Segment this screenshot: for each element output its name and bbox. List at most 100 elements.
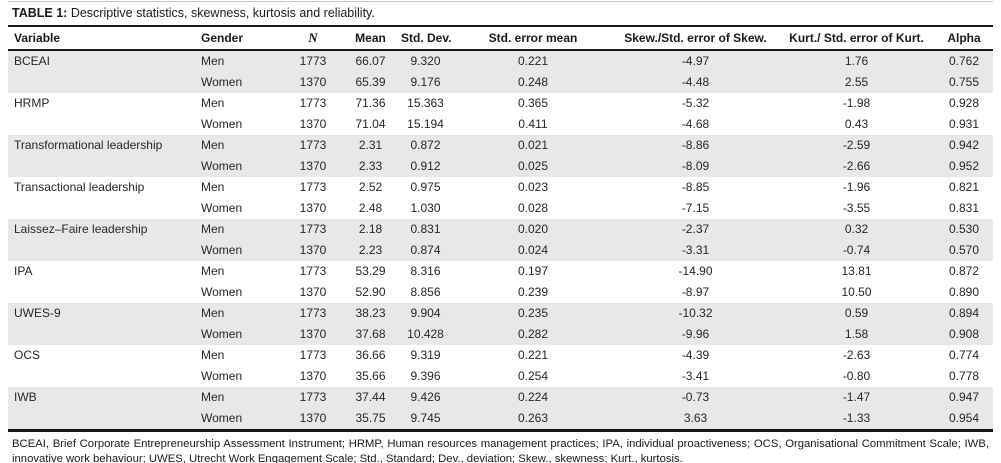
cell-std-dev: 0.872	[410, 138, 441, 153]
cell-std-error-mean: 0.025	[517, 159, 549, 174]
cell-gender: Women	[201, 285, 243, 300]
table-row: BCEAI Men 1773 66.07 9.320 0.221 -4.97 1.76 0.76…	[8, 49, 993, 72]
cell-n: 1370	[299, 159, 327, 174]
cell-gender: Men	[201, 348, 225, 363]
table-row: IWB Men 1773 37.44 9.426 0.224 -0.73 -1.47 0.947	[8, 386, 993, 408]
cell-n: 1370	[299, 117, 327, 132]
cell-variable	[8, 408, 198, 431]
cell-std-error-mean: 0.411	[518, 117, 548, 132]
cell-variable	[8, 198, 198, 219]
cell-gender: Women	[201, 75, 243, 90]
cell-std-dev: 9.745	[410, 411, 441, 426]
cell-variable	[8, 282, 198, 303]
header-variable: Variable	[8, 24, 198, 51]
cell-variable: BCEAI	[14, 54, 51, 69]
cell-skew-ratio: -9.96	[681, 327, 710, 342]
cell-kurt-ratio: -1.33	[842, 411, 871, 426]
cell-variable: Transactional leadership	[14, 180, 145, 195]
cell-mean: 37.44	[355, 390, 386, 405]
cell-gender: Women	[201, 159, 243, 174]
cell-std-dev: 0.831	[410, 222, 441, 237]
cell-n: 1370	[299, 327, 327, 342]
cell-alpha: 0.872	[948, 264, 980, 279]
cell-gender: Men	[201, 264, 225, 279]
cell-alpha: 0.928	[948, 96, 980, 111]
cell-kurt-ratio: -2.66	[842, 159, 871, 174]
cell-mean: 35.66	[355, 369, 386, 384]
cell-mean: 2.23	[358, 243, 383, 258]
cell-std-error-mean: 0.365	[517, 96, 549, 111]
cell-gender: Men	[201, 222, 225, 237]
cell-variable: OCS	[14, 348, 41, 363]
cell-alpha: 0.778	[948, 369, 980, 384]
cell-gender: Men	[201, 138, 225, 153]
cell-gender: Women	[201, 201, 243, 216]
cell-std-error-mean: 0.028	[517, 201, 549, 216]
table-footnote: BCEAI, Brief Corporate Entrepreneurship …	[12, 437, 989, 463]
table-body: BCEAI Men 1773 66.07 9.320 0.221 -4.97 1.76 0.76…	[8, 49, 993, 431]
cell-n: 1773	[299, 54, 327, 69]
table-row: Women 1370 71.04 15.194 0.411 -4.68 0.43 0.931	[8, 114, 993, 135]
cell-std-dev: 15.194	[407, 117, 444, 132]
cell-gender: Men	[201, 180, 225, 195]
cell-alpha: 0.954	[948, 411, 980, 426]
cell-kurt-ratio: 0.32	[844, 222, 869, 237]
descriptive-statistics-table: Variable Gender N Mean Std. Dev. Std. er…	[8, 24, 993, 432]
table-row: Women 1370 35.75 9.745 0.263 3.63 -1.33 0.954	[8, 407, 993, 431]
cell-std-dev: 10.428	[407, 327, 444, 342]
cell-mean: 66.07	[355, 54, 386, 69]
cell-gender: Men	[201, 390, 225, 405]
cell-kurt-ratio: 13.81	[841, 264, 872, 279]
cell-gender: Women	[201, 117, 243, 132]
cell-std-dev: 9.319	[410, 348, 441, 363]
cell-mean: 36.66	[355, 348, 386, 363]
cell-kurt-ratio: -2.63	[842, 348, 871, 363]
table-row: IPA Men 1773 53.29 8.316 0.197 -14.90 13.81 0.87…	[8, 261, 993, 282]
cell-mean: 2.31	[358, 138, 383, 153]
header-kurt-ratio: Kurt./ Std. error of Kurt.	[778, 24, 935, 51]
cell-variable	[8, 366, 198, 387]
header-mean: Mean	[343, 24, 398, 51]
cell-std-error-mean: 0.221	[517, 54, 549, 69]
cell-skew-ratio: -0.73	[681, 390, 710, 405]
cell-std-error-mean: 0.263	[517, 411, 549, 426]
cell-n: 1773	[299, 222, 327, 237]
table-row: OCS Men 1773 36.66 9.319 0.221 -4.39 -2.63 0.774	[8, 345, 993, 366]
cell-mean: 35.75	[355, 411, 386, 426]
cell-skew-ratio: -2.37	[681, 222, 710, 237]
cell-std-dev: 0.975	[410, 180, 441, 195]
cell-alpha: 0.931	[948, 117, 980, 132]
cell-std-error-mean: 0.197	[517, 264, 549, 279]
cell-std-dev: 9.396	[410, 369, 441, 384]
cell-skew-ratio: -3.41	[681, 369, 710, 384]
cell-n: 1370	[299, 411, 327, 426]
cell-skew-ratio: -4.97	[681, 54, 710, 69]
cell-n: 1370	[299, 369, 327, 384]
cell-gender: Women	[201, 243, 243, 258]
cell-std-dev: 0.912	[410, 159, 441, 174]
table-row: Women 1370 37.68 10.428 0.282 -9.96 1.58 0.908	[8, 323, 993, 345]
cell-skew-ratio: -3.31	[681, 243, 710, 258]
cell-n: 1773	[299, 390, 327, 405]
cell-skew-ratio: -8.97	[681, 285, 710, 300]
cell-std-error-mean: 0.224	[517, 390, 549, 405]
header-std-error-mean: Std. error mean	[453, 24, 613, 51]
table-row: Women 1370 35.66 9.396 0.254 -3.41 -0.80 0.778	[8, 366, 993, 387]
cell-gender: Women	[201, 327, 243, 342]
table-row: Women 1370 2.23 0.874 0.024 -3.31 -0.74 0.570	[8, 239, 993, 261]
cell-mean: 2.52	[358, 180, 383, 195]
cell-skew-ratio: -4.48	[681, 75, 710, 90]
cell-variable: UWES-9	[14, 306, 61, 321]
cell-alpha: 0.908	[948, 327, 980, 342]
cell-std-error-mean: 0.021	[517, 138, 549, 153]
cell-skew-ratio: -4.39	[681, 348, 710, 363]
cell-skew-ratio: -8.85	[681, 180, 710, 195]
cell-kurt-ratio: 1.76	[844, 54, 869, 69]
cell-n: 1773	[299, 96, 327, 111]
cell-gender: Men	[201, 306, 225, 321]
cell-std-error-mean: 0.235	[517, 306, 549, 321]
table-row: UWES-9 Men 1773 38.23 9.904 0.235 -10.32 0.59 0.…	[8, 302, 993, 324]
cell-std-error-mean: 0.020	[517, 222, 549, 237]
cell-alpha: 0.952	[948, 159, 980, 174]
cell-alpha: 0.530	[948, 222, 980, 237]
